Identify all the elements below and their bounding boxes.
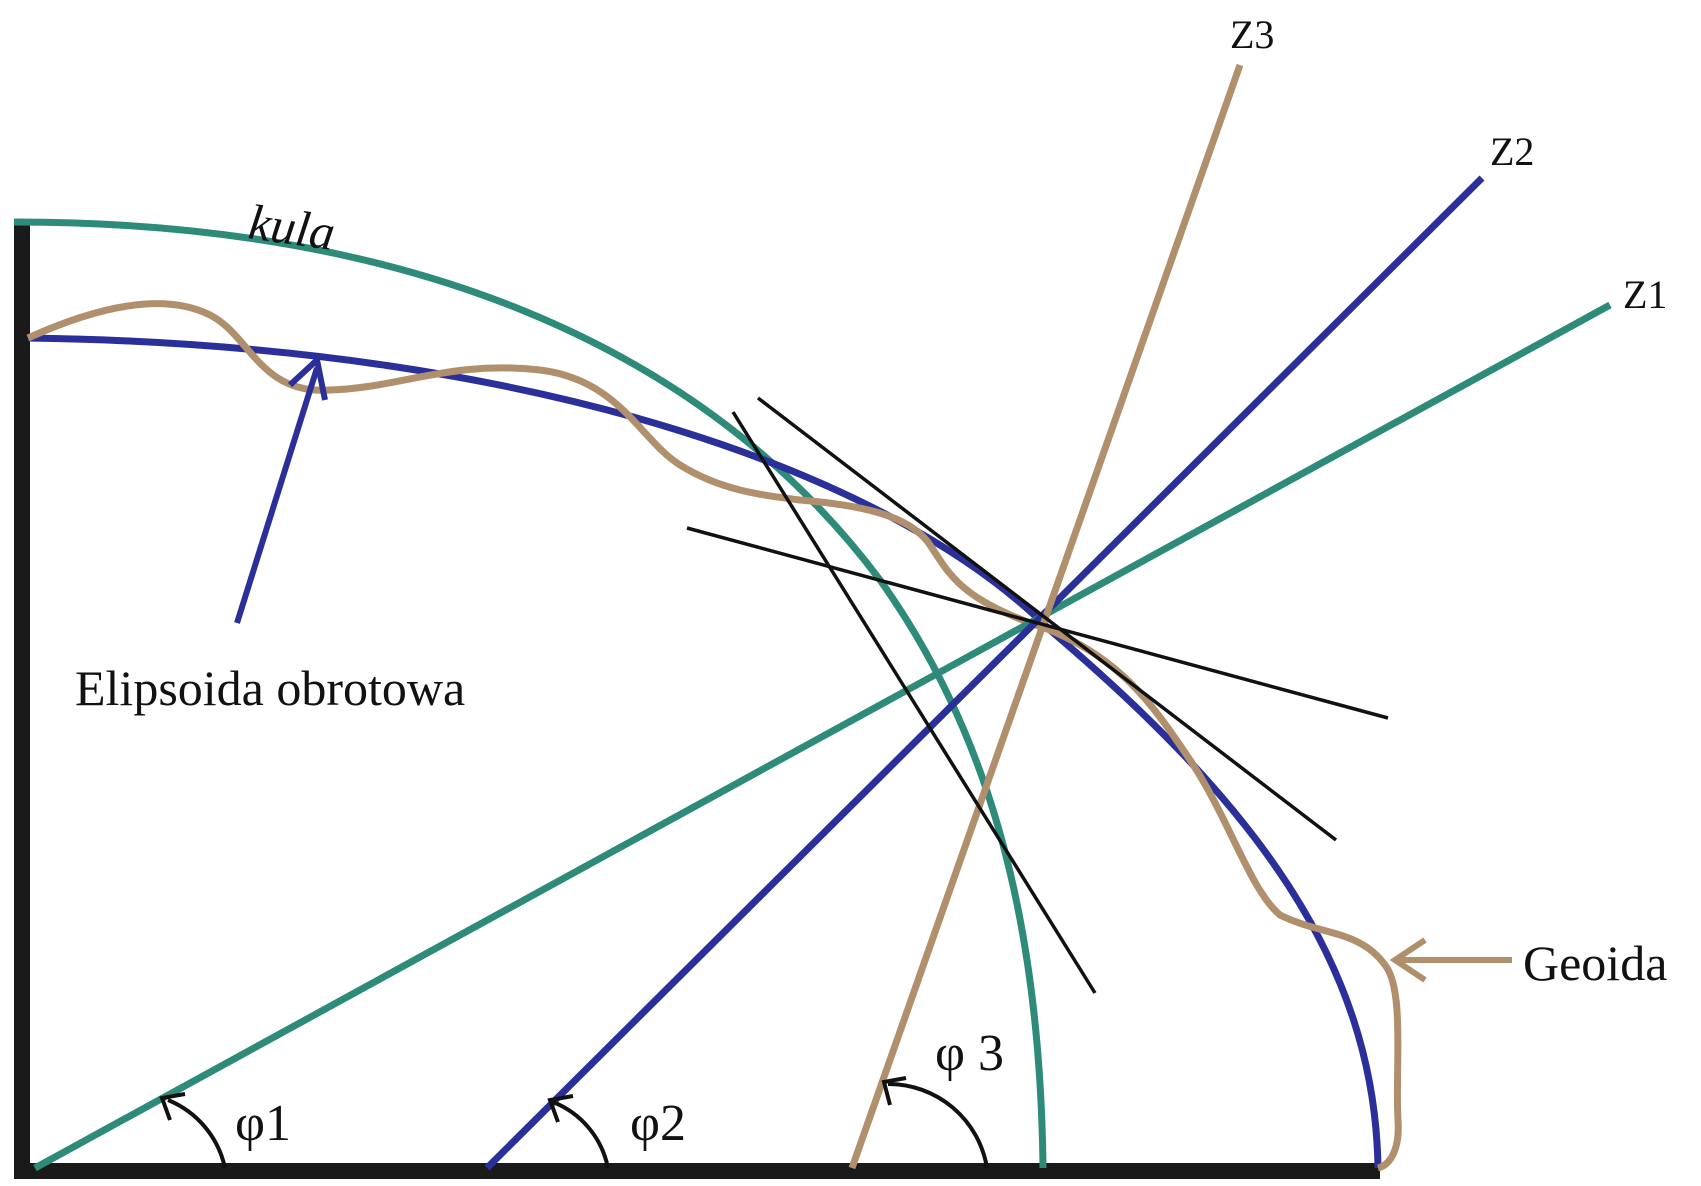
ellipsoid-arc (27, 334, 1382, 1169)
geoid-pointer-arrow (1389, 937, 1512, 983)
geoid-label: Geoida (1523, 935, 1667, 991)
normal-line-z2 (484, 175, 1485, 1171)
z3-label: Z3 (1230, 12, 1274, 57)
normal-line-z1 (33, 301, 1612, 1172)
tangent-line-2 (756, 396, 1338, 842)
geoid-curve (26, 300, 1402, 1172)
phi2-label: φ2 (630, 1095, 686, 1152)
z2-label: Z2 (1490, 129, 1534, 174)
z1-label: Z1 (1623, 272, 1667, 317)
angle-arc-phi2 (547, 1094, 610, 1169)
tangent-line-3 (731, 411, 1097, 994)
sphere-label: kula (245, 193, 338, 260)
ellipsoid-label: Elipsoida obrotowa (75, 660, 465, 716)
tangent-line-1 (686, 526, 1389, 720)
phi1-label: φ1 (235, 1095, 291, 1152)
phi3-label: φ 3 (935, 1025, 1004, 1082)
angle-arc-phi1 (159, 1092, 227, 1169)
sphere-arc (13, 218, 1047, 1169)
ellipsoid-pointer-arrow (234, 354, 328, 624)
angle-arc-phi3 (881, 1076, 989, 1169)
